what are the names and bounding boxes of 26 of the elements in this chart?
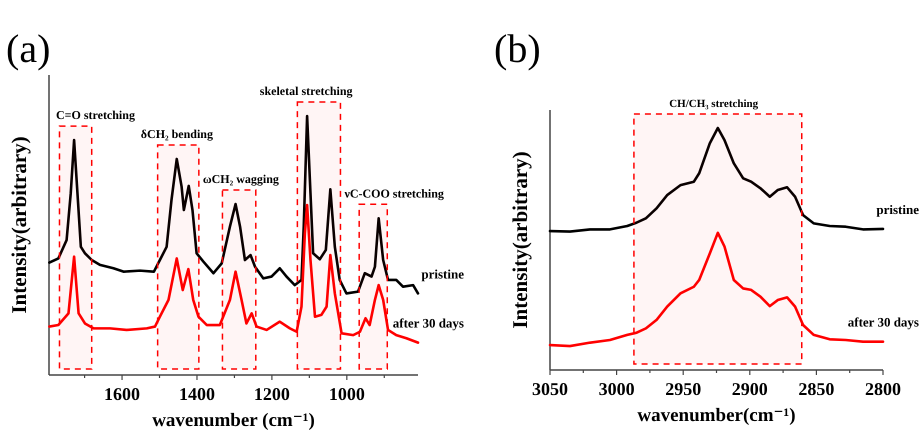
x-tick-label: 1000 xyxy=(328,384,365,404)
chart-title: (b) xyxy=(494,26,541,71)
band-label: skeletal stretching xyxy=(260,84,353,98)
x-tick-label: 1400 xyxy=(178,384,215,404)
x-tick-label: 1600 xyxy=(104,384,140,404)
series-label: after 30 days xyxy=(848,314,919,330)
band-label: δCH₂ bending xyxy=(140,126,213,141)
x-tick-label: 1200 xyxy=(254,384,290,404)
series-label: after 30 days xyxy=(392,316,464,331)
x-tick-label: 2900 xyxy=(732,379,768,399)
band-label: ωCH₂ wagging xyxy=(202,172,279,186)
x-axis-title: wavenumber(cm⁻¹) xyxy=(637,405,796,426)
x-tick-label: 2950 xyxy=(665,379,702,399)
band-label: νC-COO stretching xyxy=(343,186,444,200)
x-tick-label: 2850 xyxy=(798,379,834,399)
chart-title: (a) xyxy=(6,26,50,71)
series-label: pristine xyxy=(876,202,920,217)
band-label: CH/CH₃ stretching xyxy=(669,98,759,110)
x-axis-title: wavenumber (cm⁻¹) xyxy=(152,410,315,431)
series-label: pristine xyxy=(421,266,464,282)
x-tick-label: 3000 xyxy=(598,379,635,399)
y-axis-title: Intensity(arbitrary) xyxy=(7,136,31,314)
x-tick-label: 2800 xyxy=(865,379,901,399)
band-label: C=O stretching xyxy=(56,108,135,122)
x-tick-label: 3050 xyxy=(532,379,568,399)
y-axis-title: Intensity(arbitrary) xyxy=(508,151,532,329)
